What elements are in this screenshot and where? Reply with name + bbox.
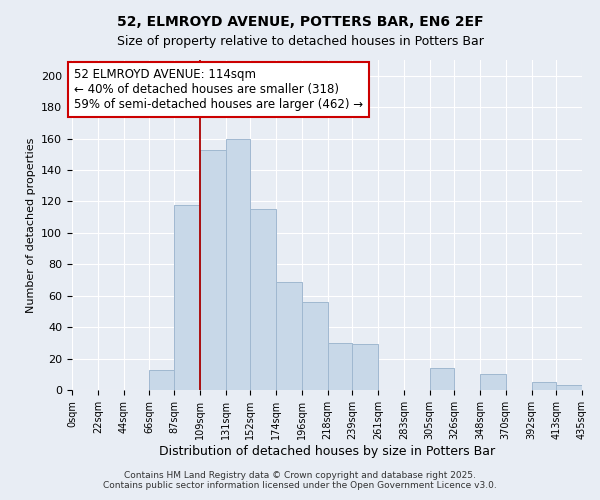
Bar [149, 370, 174, 390]
Text: 52, ELMROYD AVENUE, POTTERS BAR, EN6 2EF: 52, ELMROYD AVENUE, POTTERS BAR, EN6 2EF [116, 15, 484, 29]
Bar [532, 382, 556, 390]
Text: Contains HM Land Registry data © Crown copyright and database right 2025.
Contai: Contains HM Land Registry data © Crown c… [103, 470, 497, 490]
Bar [352, 344, 378, 390]
Bar [480, 374, 506, 390]
Y-axis label: Number of detached properties: Number of detached properties [26, 138, 35, 312]
Bar [328, 343, 352, 390]
Bar [250, 210, 276, 390]
Bar [200, 150, 226, 390]
Bar [276, 282, 302, 390]
Bar [302, 302, 328, 390]
Text: 52 ELMROYD AVENUE: 114sqm
← 40% of detached houses are smaller (318)
59% of semi: 52 ELMROYD AVENUE: 114sqm ← 40% of detac… [74, 68, 364, 111]
Bar [430, 368, 454, 390]
Bar [174, 204, 200, 390]
X-axis label: Distribution of detached houses by size in Potters Bar: Distribution of detached houses by size … [159, 444, 495, 458]
Text: Size of property relative to detached houses in Potters Bar: Size of property relative to detached ho… [116, 35, 484, 48]
Bar [556, 386, 582, 390]
Bar [226, 138, 250, 390]
